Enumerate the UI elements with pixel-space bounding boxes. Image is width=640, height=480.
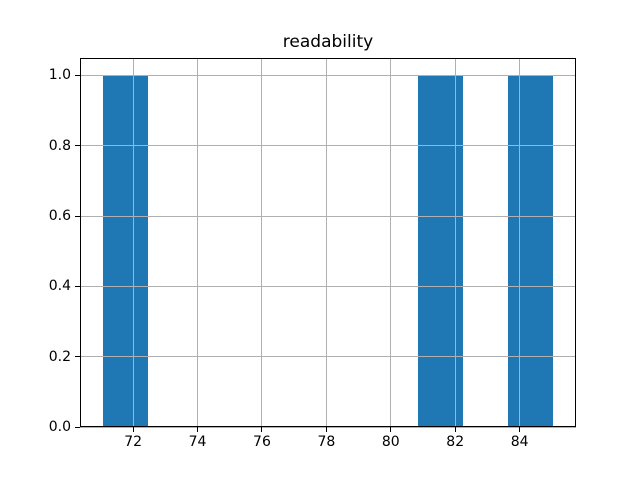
y-tick-label: 0.6 bbox=[48, 208, 71, 224]
histogram-bar bbox=[102, 75, 148, 428]
y-tick-label: 0.8 bbox=[48, 137, 71, 154]
gridline-vertical bbox=[390, 57, 392, 428]
x-tick-mark bbox=[519, 427, 521, 433]
y-tick-label: 0.0 bbox=[48, 419, 71, 436]
y-tick-mark bbox=[75, 145, 80, 147]
x-tick-mark bbox=[261, 427, 263, 433]
x-tick-label: 74 bbox=[188, 434, 207, 451]
gridline-vertical bbox=[454, 57, 456, 428]
x-tick-label: 76 bbox=[253, 434, 271, 451]
histogram-bar bbox=[418, 75, 464, 428]
x-tick-label: 78 bbox=[317, 434, 336, 451]
gridline-vertical bbox=[261, 57, 263, 428]
gridline-horizontal bbox=[80, 74, 576, 76]
y-tick-mark bbox=[75, 426, 80, 428]
histogram-bar bbox=[508, 75, 554, 428]
x-tick-label: 80 bbox=[381, 434, 400, 451]
gridline-horizontal bbox=[80, 426, 576, 428]
y-tick-label: 1.0 bbox=[48, 67, 71, 84]
x-tick-mark bbox=[197, 427, 199, 433]
x-tick-label: 84 bbox=[510, 434, 529, 451]
y-tick-mark bbox=[75, 215, 80, 217]
x-tick-label: 82 bbox=[446, 434, 465, 451]
gridline-vertical bbox=[132, 57, 134, 428]
gridline-horizontal bbox=[80, 215, 576, 217]
x-tick-label: 72 bbox=[124, 434, 143, 451]
gridline-horizontal bbox=[80, 145, 576, 147]
y-tick-label: 0.4 bbox=[48, 278, 71, 295]
x-tick-mark bbox=[325, 427, 327, 433]
y-tick-mark bbox=[75, 74, 80, 76]
y-tick-mark bbox=[75, 356, 80, 358]
x-tick-mark bbox=[454, 427, 456, 433]
y-tick-mark bbox=[75, 285, 80, 287]
gridline-vertical bbox=[519, 57, 521, 428]
y-tick-label: 0.2 bbox=[48, 348, 71, 365]
gridline-horizontal bbox=[80, 285, 576, 287]
x-tick-mark bbox=[132, 427, 134, 433]
gridline-horizontal bbox=[80, 356, 576, 358]
axes-background bbox=[80, 57, 576, 428]
x-tick-mark bbox=[390, 427, 392, 433]
gridline-vertical bbox=[197, 57, 199, 428]
chart-title: readability bbox=[282, 32, 374, 52]
gridline-vertical bbox=[325, 57, 327, 428]
